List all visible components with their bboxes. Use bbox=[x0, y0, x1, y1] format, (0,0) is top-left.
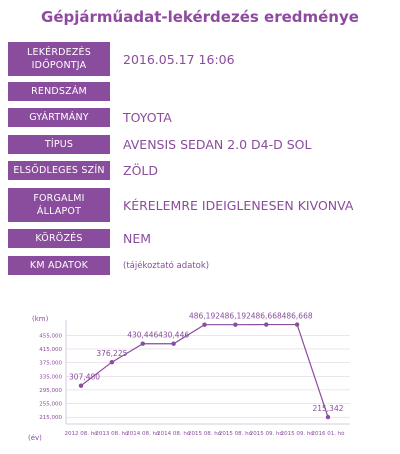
y-tick-label: 255,000 bbox=[39, 402, 62, 408]
chart-xlabel: (év) bbox=[28, 434, 42, 442]
field-type: TÍPUS AVENSIS SEDAN 2.0 D4-D SOL bbox=[8, 135, 392, 154]
x-tick-label: 2014 08. hó bbox=[157, 430, 191, 437]
field-label: FORGALMI ÁLLAPOT bbox=[8, 188, 110, 222]
data-label: 307,480 bbox=[69, 373, 100, 382]
data-label: 486,668 bbox=[251, 312, 282, 321]
data-point bbox=[109, 360, 115, 365]
x-tick-label: 2015 09. hó bbox=[250, 430, 284, 437]
x-tick-label: 2015 08. hó bbox=[188, 430, 222, 437]
data-label: 215,342 bbox=[312, 404, 343, 413]
field-wanted: KÖRÖZÉS NEM bbox=[8, 229, 392, 248]
x-tick-label: 2015 09. hó bbox=[281, 430, 315, 437]
field-value: NEM bbox=[123, 231, 152, 246]
field-value: KÉRELEMRE IDEIGLENESEN KIVONVA bbox=[123, 197, 354, 213]
data-label: 486,668 bbox=[282, 312, 313, 321]
data-label: 486,192 bbox=[220, 312, 251, 321]
page-title: Gépjárműadat-lekérdezés eredménye bbox=[41, 8, 359, 26]
field-value: TOYOTA bbox=[123, 110, 172, 125]
field-query-time: LEKÉRDEZÉS IDŐPONTJA 2016.05.17 16:06 bbox=[8, 42, 392, 76]
field-label: GYÁRTMÁNY bbox=[8, 108, 110, 127]
x-tick-label: 2013 08. hó bbox=[95, 430, 129, 437]
y-tick-label: 295,000 bbox=[39, 388, 62, 394]
series-line bbox=[80, 323, 329, 418]
data-point bbox=[171, 341, 176, 346]
data-label: 430,446 bbox=[158, 331, 189, 340]
field-label: RENDSZÁM bbox=[8, 82, 110, 101]
field-label: KÖRÖZÉS bbox=[8, 229, 110, 248]
y-tick-label: 215,000 bbox=[39, 415, 62, 421]
y-tick-label: 455,000 bbox=[39, 333, 62, 339]
data-point bbox=[325, 414, 331, 420]
field-value: (tájékoztató adatok) bbox=[123, 260, 210, 271]
data-point bbox=[140, 341, 145, 346]
data-point bbox=[294, 322, 300, 327]
x-tick-label: 2012 08. hó bbox=[64, 430, 98, 437]
chart-ylabel: (km) bbox=[32, 315, 49, 323]
y-tick-label: 375,000 bbox=[39, 361, 62, 367]
field-manufacturer: GYÁRTMÁNY TOYOTA bbox=[8, 108, 392, 127]
field-value: AVENSIS SEDAN 2.0 D4-D SOL bbox=[123, 137, 312, 152]
y-tick-label: 335,000 bbox=[39, 374, 62, 380]
field-label: ELSŐDLEGES SZÍN bbox=[8, 161, 110, 180]
field-value: ZÖLD bbox=[123, 163, 158, 178]
data-point bbox=[202, 322, 207, 327]
field-label: LEKÉRDEZÉS IDŐPONTJA bbox=[8, 42, 110, 76]
x-tick-label: 2015 08. hó bbox=[219, 430, 253, 437]
field-value: 2016.05.17 16:06 bbox=[123, 51, 235, 67]
data-point bbox=[264, 322, 269, 327]
x-tick-label: 2014 08. hó bbox=[126, 430, 160, 437]
y-tick-label: 415,000 bbox=[39, 347, 62, 353]
data-label: 486,192 bbox=[189, 312, 220, 321]
data-label: 430,446 bbox=[127, 331, 158, 340]
field-registration-status: FORGALMI ÁLLAPOT KÉRELEMRE IDEIGLENESEN … bbox=[8, 188, 392, 222]
field-km-data: KM ADATOK (tájékoztató adatok) bbox=[8, 256, 392, 275]
data-label: 376,225 bbox=[96, 349, 127, 358]
field-primary-color: ELSŐDLEGES SZÍN ZÖLD bbox=[8, 161, 392, 180]
field-label: TÍPUS bbox=[8, 135, 110, 154]
data-point bbox=[78, 383, 84, 388]
field-label: KM ADATOK bbox=[8, 256, 110, 275]
mileage-chart: (km) (év) 215,000 255,000 295,000 335,000 37… bbox=[28, 312, 350, 442]
field-plate-number: RENDSZÁM bbox=[8, 82, 392, 101]
data-point bbox=[233, 322, 238, 327]
x-tick-label: 2016 01. hó bbox=[311, 430, 345, 437]
